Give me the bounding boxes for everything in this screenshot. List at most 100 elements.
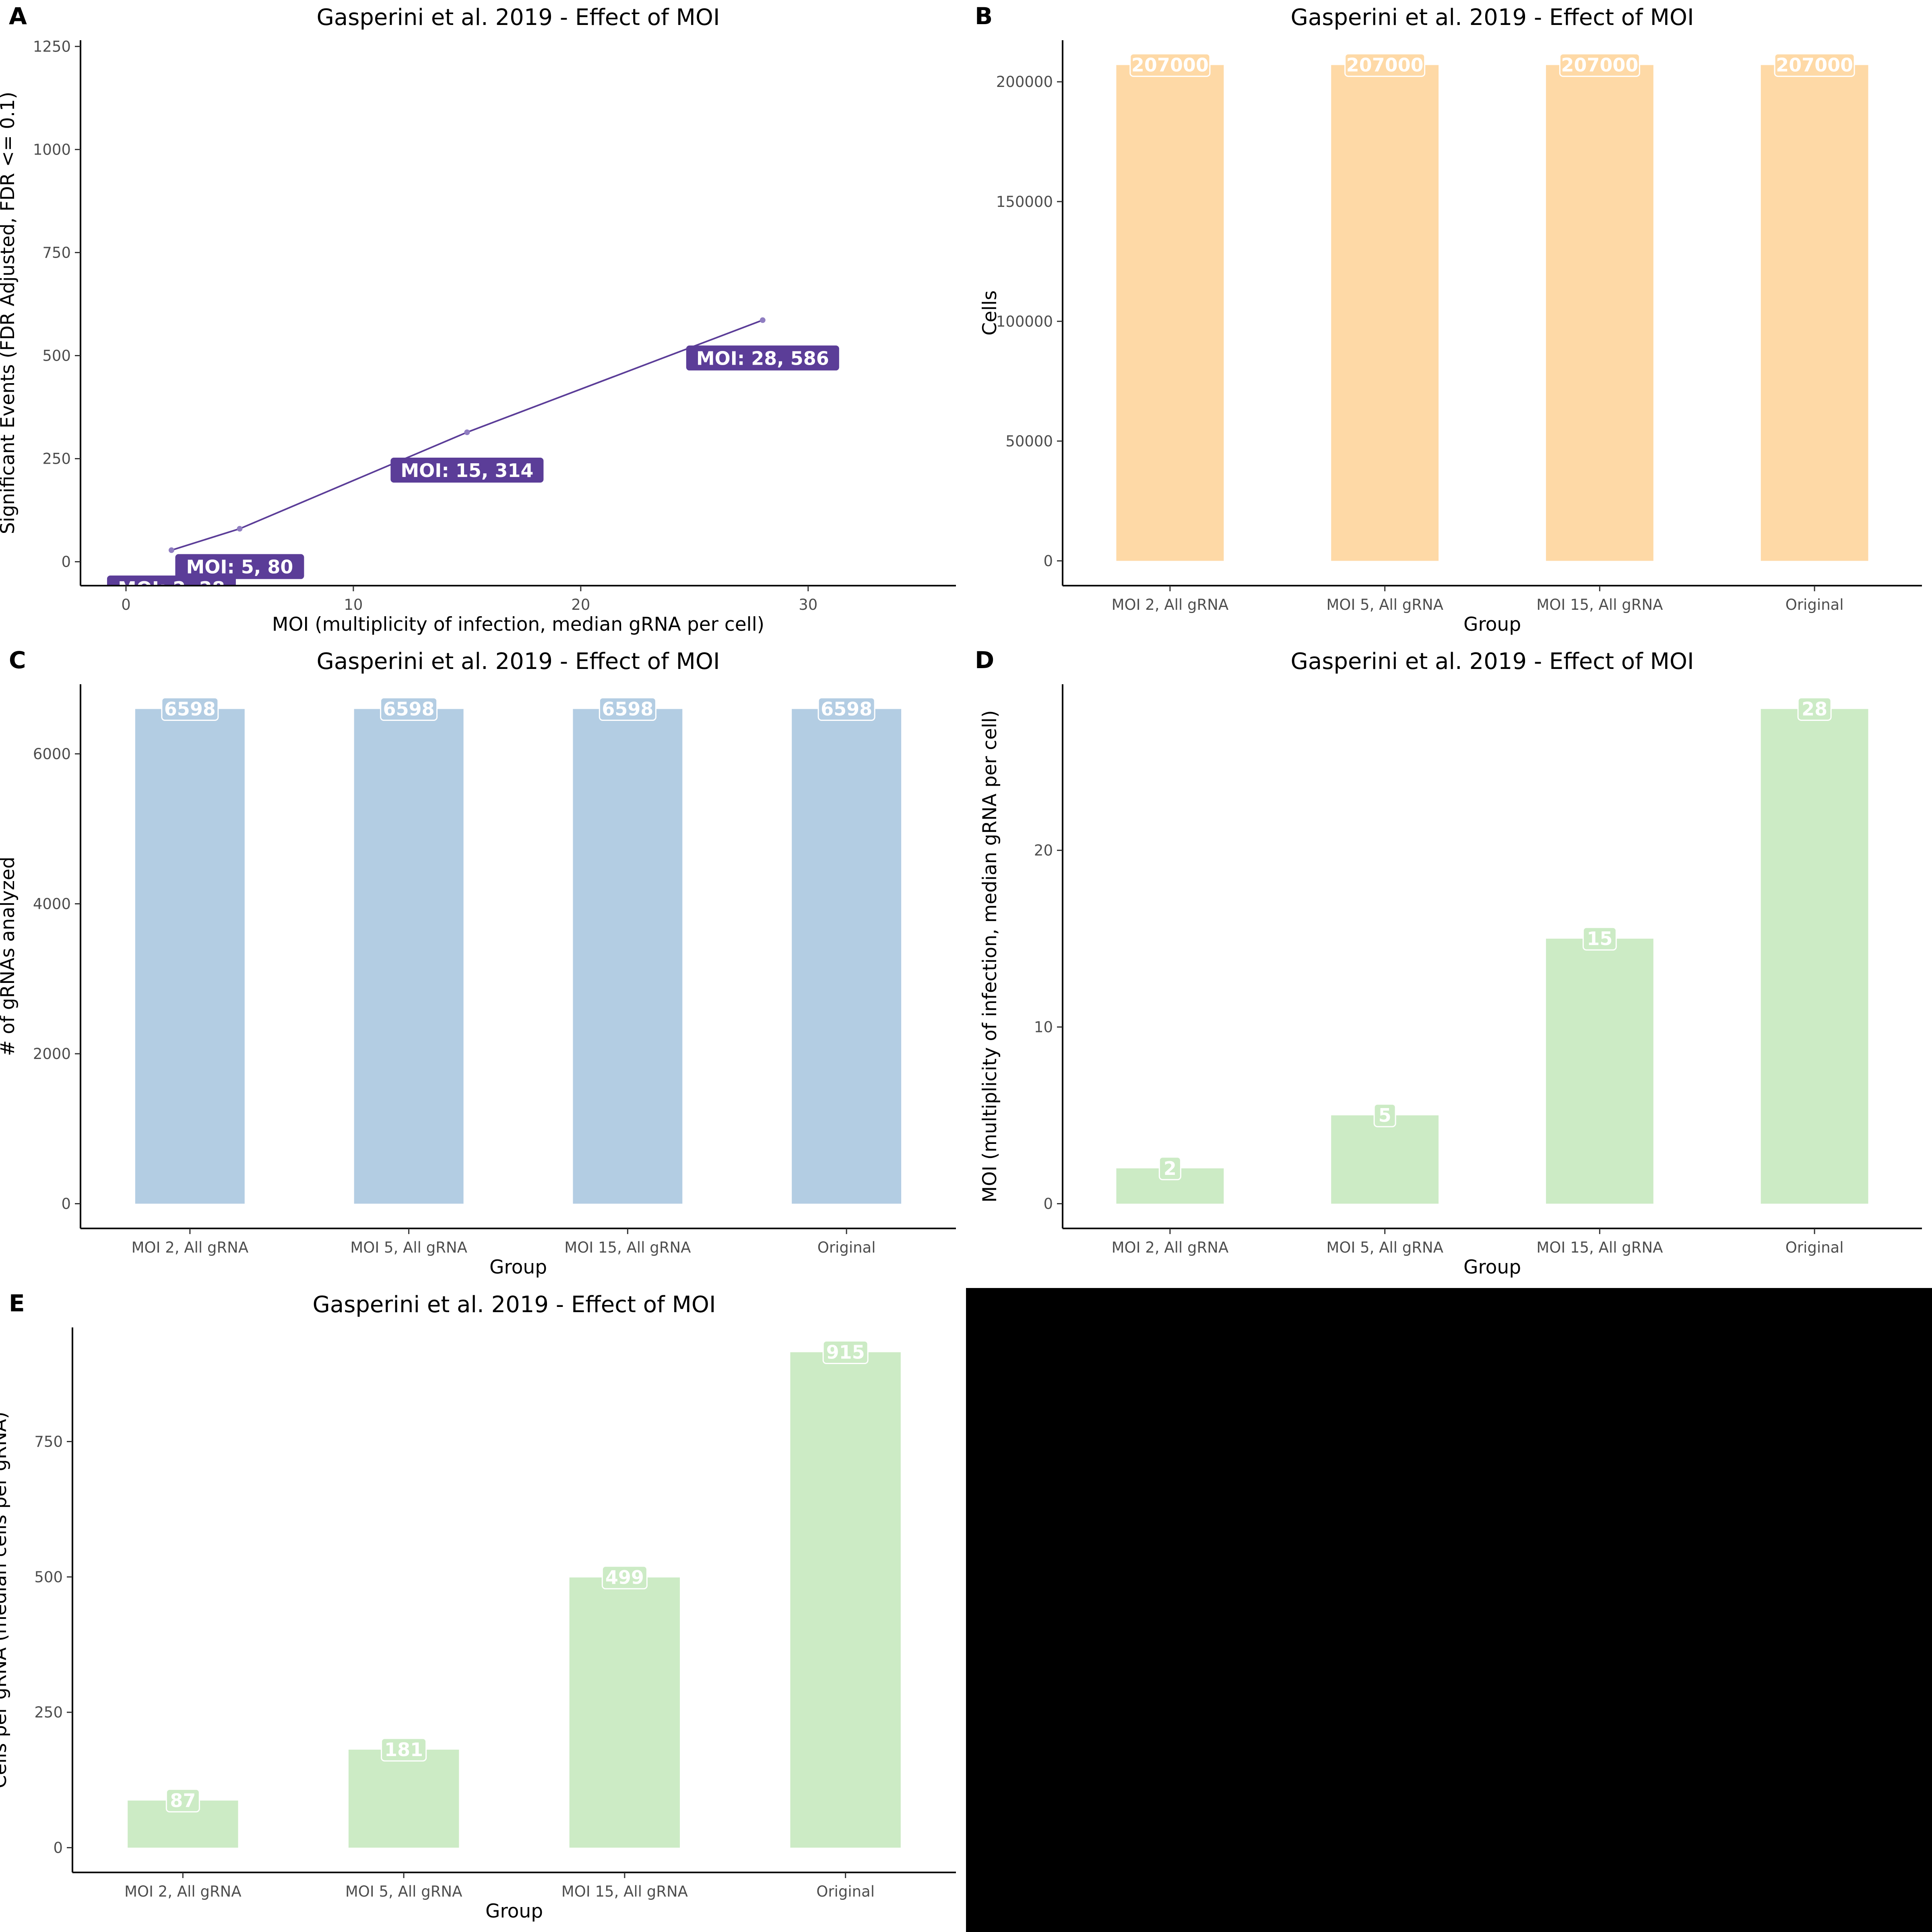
bar-label-box — [599, 697, 656, 721]
bar — [569, 1577, 680, 1848]
x-tick-label: MOI 5, All gRNA — [1326, 1239, 1443, 1256]
x-tick-label: MOI 15, All gRNA — [1536, 596, 1663, 613]
point-label: MOI: 28, 586 — [696, 347, 829, 369]
bar — [354, 709, 464, 1204]
bar-label-box — [1129, 53, 1211, 77]
bar — [135, 709, 245, 1204]
bar-label-box — [381, 1738, 427, 1762]
y-tick-label: 100000 — [996, 313, 1053, 330]
x-tick-label: MOI 2, All gRNA — [1112, 1239, 1229, 1256]
y-tick-label: 0 — [1043, 552, 1053, 570]
point-label-box — [175, 554, 304, 579]
x-axis-title: Group — [1463, 1256, 1521, 1278]
chart-panel-d: D Gasperini et al. 2019 - Effect of MOI 0 1… — [975, 646, 1922, 1278]
bar-label: 915 — [826, 1342, 865, 1363]
bar-label-box — [1797, 697, 1832, 721]
bar-label-box — [165, 1788, 200, 1812]
bar-label: 6598 — [164, 698, 216, 720]
panel-letter: D — [975, 646, 994, 674]
bar — [790, 1352, 901, 1848]
bar-label: 207000 — [1561, 54, 1638, 76]
x-axis-title: Group — [489, 1256, 547, 1278]
x-tick-label: MOI 5, All gRNA — [350, 1239, 467, 1256]
chart-title: Gasperini et al. 2019 - Effect of MOI — [313, 1292, 716, 1318]
x-tick-label: 10 — [344, 596, 363, 613]
bar-label: 2 — [1164, 1158, 1177, 1179]
bar — [1761, 65, 1868, 561]
bar-label-box — [380, 697, 438, 721]
chart-title: Gasperini et al. 2019 - Effect of MOI — [1291, 648, 1694, 675]
x-tick-label: Original — [816, 1883, 875, 1900]
y-tick-label: 20 — [1034, 842, 1053, 859]
bar — [1546, 939, 1653, 1204]
bar-label: 15 — [1587, 928, 1612, 949]
point-label: MOI: 5, 80 — [186, 556, 293, 578]
chart-title: Gasperini et al. 2019 - Effect of MOI — [317, 4, 720, 31]
y-tick-label: 250 — [34, 1704, 63, 1721]
x-tick-label: 0 — [121, 596, 131, 613]
y-tick-label: 1000 — [33, 141, 71, 158]
x-tick-label: Original — [1785, 1239, 1844, 1256]
x-tick-label: MOI 15, All gRNA — [564, 1239, 691, 1256]
panel-letter: C — [9, 646, 26, 674]
series-line — [171, 319, 763, 551]
x-tick-label: MOI 5, All gRNA — [345, 1883, 462, 1900]
y-tick-label: 250 — [42, 450, 71, 468]
x-axis-title: Group — [485, 1900, 543, 1922]
chart-panel-a: A Gasperini et al. 2019 - Effect of MOI 0 2… — [0, 2, 956, 636]
data-point — [760, 317, 766, 323]
x-tick-label: MOI 2, All gRNA — [132, 1239, 249, 1256]
point-label-box — [686, 345, 839, 371]
y-tick-label: 0 — [61, 1195, 71, 1213]
data-point — [464, 429, 470, 436]
y-tick-label: 0 — [53, 1839, 63, 1856]
y-tick-label: 0 — [61, 553, 71, 571]
bar-label: 207000 — [1131, 54, 1209, 76]
bar-label: 6598 — [383, 698, 435, 720]
bar-label-box — [601, 1565, 648, 1589]
x-tick-label: MOI 15, All gRNA — [1536, 1239, 1663, 1256]
bar — [1331, 1115, 1439, 1204]
data-point — [168, 547, 174, 553]
y-tick-label: 4000 — [33, 895, 71, 912]
y-tick-label: 500 — [42, 347, 71, 365]
y-tick-label: 1250 — [33, 38, 71, 55]
bar — [1331, 65, 1439, 561]
x-tick-label: MOI 15, All gRNA — [561, 1883, 688, 1900]
x-tick-label: MOI 2, All gRNA — [1112, 596, 1229, 613]
y-tick-label: 50000 — [1005, 433, 1053, 450]
bar-label-box — [1344, 53, 1426, 77]
y-tick-label: 200000 — [996, 73, 1053, 91]
bar-label-box — [1774, 53, 1855, 77]
x-axis-title: MOI (multiplicity of infection, median g… — [272, 613, 764, 636]
bar — [1116, 65, 1224, 561]
chart-panel-c: C Gasperini et al. 2019 - Effect of MOI 0 2… — [0, 646, 956, 1278]
y-axis-title: Cells — [979, 290, 1001, 335]
point-label-box — [390, 458, 544, 483]
bar-label: 499 — [605, 1567, 644, 1588]
bar-label: 181 — [384, 1739, 423, 1761]
bar — [1546, 65, 1653, 561]
bar — [792, 709, 902, 1204]
panel-letter: B — [975, 2, 993, 30]
y-tick-label: 750 — [42, 244, 71, 261]
y-tick-label: 10 — [1034, 1019, 1053, 1036]
chart-title: Gasperini et al. 2019 - Effect of MOI — [317, 648, 720, 675]
y-axis-title: Significant Events (FDR Adjusted, FDR <=… — [0, 92, 19, 534]
bar-label: 207000 — [1776, 54, 1853, 76]
empty-panel-area — [966, 1288, 1932, 1932]
bar — [348, 1749, 459, 1848]
bar-label-box — [161, 697, 219, 721]
panel-letter: A — [9, 2, 27, 30]
x-tick-label: MOI 5, All gRNA — [1326, 596, 1443, 613]
bar-label-box — [822, 1340, 869, 1364]
bar-label-box — [1158, 1156, 1181, 1181]
chart-title: Gasperini et al. 2019 - Effect of MOI — [1291, 4, 1694, 31]
bar-label: 207000 — [1346, 54, 1424, 76]
y-tick-label: 750 — [34, 1433, 63, 1451]
point-label: MOI: 2, 28 — [118, 578, 225, 599]
y-tick-label: 0 — [1043, 1195, 1053, 1213]
bar — [1761, 709, 1868, 1204]
